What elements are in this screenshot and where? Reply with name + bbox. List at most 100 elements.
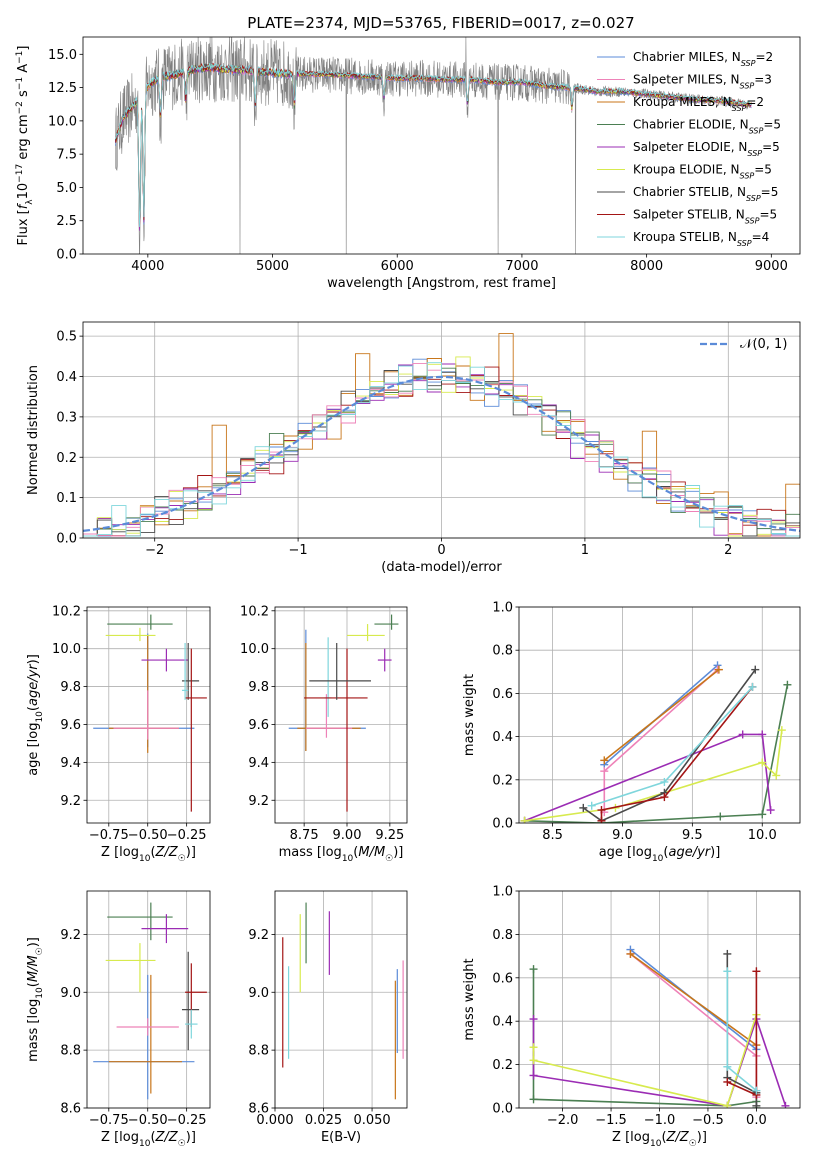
y-tick-label: 0.1: [56, 491, 77, 506]
weight-marker: [529, 965, 538, 974]
y-tick-label: 15.0: [48, 48, 77, 63]
errorbar-point: [185, 648, 207, 812]
x-tick-label: −1.5: [595, 1113, 627, 1128]
marks-z_weight: [529, 945, 790, 1108]
y-tick-label: 9.6: [248, 718, 269, 733]
plot-frame: [274, 890, 408, 1109]
y-tick-label: 12.5: [48, 81, 77, 96]
x-tick-label: 0: [437, 543, 445, 558]
weight-marker: [716, 812, 725, 821]
errorbar-point: [181, 951, 200, 1051]
legend-label: Kroupa MILES, NSSP=2: [633, 95, 764, 113]
x-axis-label: (data-model)/error: [381, 560, 502, 575]
x-tick-label: 9.0: [612, 828, 633, 843]
legend-label: Chabrier ELODIE, NSSP=5: [633, 118, 781, 136]
normal-legend-label: 𝒩(0, 1): [740, 337, 787, 352]
weight-marker: [751, 665, 760, 674]
x-tick-label: 8.75: [290, 828, 319, 843]
panel-residuals: −2 −1 0 1 2 0.0 0.1 0.2 0.3 0.4 0.5 (data-model)/er…: [26, 321, 801, 575]
y-tick-label: 9.2: [248, 928, 269, 943]
errorbar-point: [377, 648, 392, 672]
panel-age_weight: 8.5 9.0 9.5 10.0 0.0 0.2 0.4 0.6 0.8 1.0 age [log1…: [462, 601, 801, 864]
weight-series-line: [582, 669, 756, 822]
errorbar-point: [116, 1018, 179, 1036]
y-tick-label: 0.4: [56, 370, 77, 385]
plot-frame: [518, 606, 801, 824]
weight-marker: [529, 1015, 538, 1024]
y-tick-label: 10.2: [52, 604, 81, 619]
y-axis-label: mass [log10(M/M☉)]: [26, 937, 45, 1062]
errorbar-point: [113, 690, 179, 740]
weight-marker: [723, 967, 732, 976]
x-tick-label: 8.5: [542, 828, 563, 843]
x-tick-label: −2: [145, 543, 164, 558]
normal-curve: [83, 375, 800, 532]
y-tick-label: 0.2: [492, 1058, 513, 1073]
weight-marker: [587, 801, 596, 810]
spectrum-model-line: [115, 62, 752, 228]
weight-marker: [579, 803, 588, 812]
y-tick-label: 9.0: [60, 986, 81, 1001]
y-tick-label: 0.3: [56, 410, 77, 425]
weight-marker: [529, 1095, 538, 1104]
marks-spectrum: [115, 37, 752, 254]
panel-z_age: −0.75 −0.50 −0.25 9.2 9.4 9.6 9.8 10.0 10.2 Z [lo…: [26, 604, 211, 864]
y-axis-label: Normed distribution: [26, 365, 41, 495]
x-axis-label: age [log10(age/yr)]: [599, 845, 721, 864]
weight-series-line: [524, 733, 772, 822]
marks-z_mass: [93, 902, 207, 1100]
y-tick-label: 9.4: [60, 756, 81, 771]
errorbar-point: [141, 648, 189, 672]
plot-area: [87, 607, 210, 823]
y-tick-label: 8.8: [60, 1044, 81, 1059]
y-axis-label: age [log10(age/yr)]: [26, 654, 45, 776]
plot-frame: [518, 890, 801, 1109]
weight-marker: [758, 758, 767, 767]
weight-marker: [597, 816, 606, 823]
y-tick-label: 8.6: [60, 1102, 81, 1117]
errorbar-point: [108, 974, 182, 1094]
y-tick-label: 9.8: [248, 680, 269, 695]
y-axis-label: mass weight: [462, 674, 477, 756]
errorbar-point: [304, 648, 368, 812]
y-tick-label: 0.0: [492, 1102, 513, 1117]
legend-label: Chabrier MILES, NSSP=2: [633, 50, 773, 68]
y-tick-label: 0.2: [56, 451, 77, 466]
x-tick-label: 2: [724, 543, 732, 558]
y-axis-label: Flux [fλ10−17 erg cm−2 s−1 A−1]: [15, 46, 35, 246]
y-tick-label: 9.6: [60, 718, 81, 733]
errorbar-point: [105, 943, 156, 993]
weight-marker: [752, 1101, 761, 1108]
errorbar-point: [374, 614, 399, 630]
weight-marker: [723, 1101, 732, 1108]
x-tick-label: 7000: [505, 259, 538, 274]
x-tick-label: 9.25: [375, 828, 404, 843]
y-axis-label: mass weight: [462, 958, 477, 1040]
weight-marker: [626, 949, 635, 958]
x-tick-label: 0.000: [256, 1113, 293, 1128]
weight-series-line: [600, 686, 754, 821]
weight-marker: [723, 1062, 732, 1071]
y-tick-label: 1.0: [492, 601, 513, 616]
y-tick-label: 0.2: [492, 773, 513, 788]
y-tick-label: 0.4: [492, 1015, 513, 1030]
y-tick-label: 10.2: [240, 604, 269, 619]
weight-marker: [783, 680, 792, 689]
legend-label: Salpeter STELIB, NSSP=5: [633, 208, 777, 226]
y-tick-label: 8.6: [248, 1102, 269, 1117]
x-axis-label: Z [log10(Z/Z☉)]: [612, 1130, 707, 1149]
y-tick-label: 0.4: [492, 730, 513, 745]
y-tick-label: 9.0: [248, 986, 269, 1001]
y-tick-label: 7.5: [56, 148, 77, 163]
x-tick-label: −0.75: [89, 1113, 129, 1128]
errorbar-point: [107, 902, 173, 941]
weight-series-line: [629, 953, 757, 1046]
x-tick-label: −0.50: [128, 828, 168, 843]
x-tick-label: 0.025: [305, 1113, 342, 1128]
spectrum-data-line: [115, 37, 752, 254]
weight-marker: [714, 665, 723, 674]
x-axis-label: Z [log10(Z/Z☉)]: [101, 845, 196, 864]
legend-label: Kroupa ELODIE, NSSP=5: [633, 163, 772, 181]
x-tick-label: 5000: [256, 259, 289, 274]
